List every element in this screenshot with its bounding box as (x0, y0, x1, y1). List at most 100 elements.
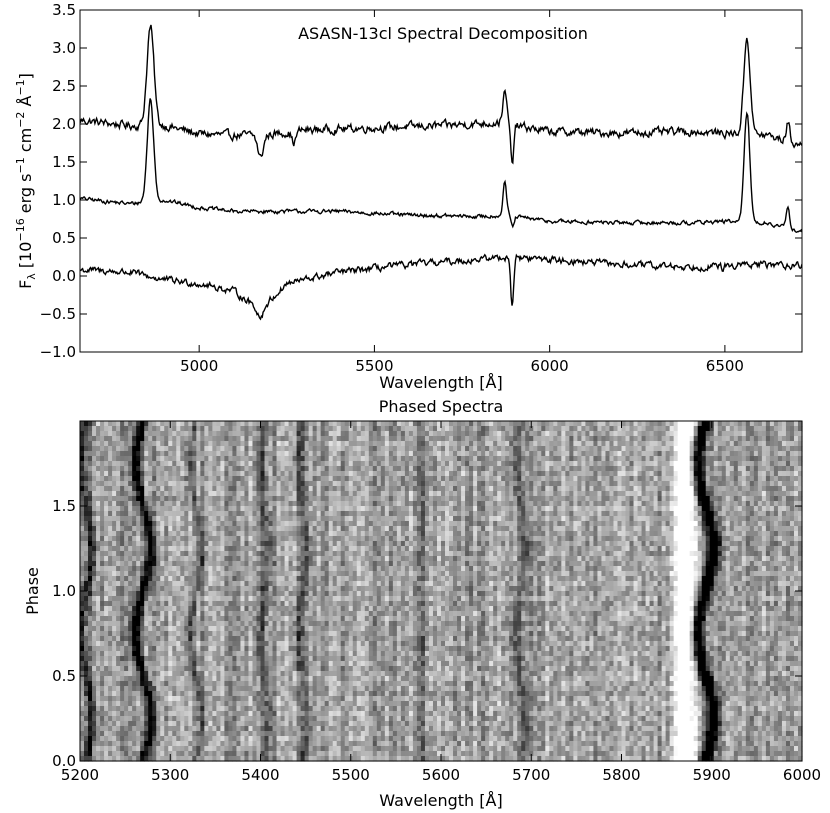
heatmap-cell (156, 486, 161, 492)
heatmap-cell (324, 496, 330, 502)
heatmap-cell (212, 536, 217, 542)
heatmap-cell (757, 526, 763, 532)
heatmap-cell (116, 441, 121, 447)
heatmap-cell (505, 471, 510, 477)
heatmap-cell (156, 421, 161, 427)
heatmap-cell (264, 526, 270, 532)
heatmap-cell (577, 426, 582, 432)
heatmap-cell (509, 456, 514, 462)
heatmap-cell (765, 471, 771, 477)
heatmap-cell (152, 481, 157, 487)
heatmap-cell (645, 456, 651, 462)
heatmap-cell (469, 501, 474, 507)
heatmap-cell (368, 506, 374, 512)
heatmap-cell (372, 451, 378, 457)
heatmap-cell (288, 476, 294, 482)
heatmap-cell (124, 431, 129, 437)
heatmap-cell (256, 491, 262, 497)
heatmap-cell (136, 531, 141, 537)
heatmap-cell (388, 541, 394, 547)
heatmap-cell (380, 541, 386, 547)
heatmap-cell (745, 536, 751, 542)
heatmap-cell (376, 496, 382, 502)
heatmap-cell (356, 511, 362, 517)
heatmap-cell (713, 526, 719, 532)
heatmap-cell (517, 441, 522, 447)
heatmap-cell (537, 476, 542, 482)
heatmap-cell (104, 461, 109, 467)
heatmap-cell (116, 451, 121, 457)
heatmap-cell (404, 546, 410, 552)
heatmap-cell (633, 521, 639, 527)
heatmap-cell (509, 466, 514, 472)
heatmap-cell (477, 501, 482, 507)
heatmap-cell (485, 426, 490, 432)
heatmap-cell (633, 466, 639, 472)
heatmap-cell (260, 431, 266, 437)
heatmap-cell (328, 541, 334, 547)
heatmap-cell (128, 521, 133, 527)
heatmap-cell (308, 556, 314, 562)
heatmap-cell (240, 446, 246, 452)
heatmap-cell (420, 536, 426, 542)
heatmap-cell (260, 491, 266, 497)
heatmap-cell (384, 526, 390, 532)
heatmap-cell (637, 486, 643, 492)
heatmap-cell (288, 431, 294, 437)
heatmap-cell (348, 491, 354, 497)
heatmap-cell (525, 461, 530, 467)
heatmap-cell (292, 476, 298, 482)
heatmap-cell (340, 476, 346, 482)
heatmap-cell (112, 501, 117, 507)
heatmap-cell (240, 486, 246, 492)
heatmap-cell (477, 486, 482, 492)
heatmap-cell (761, 461, 767, 467)
heatmap-cell (252, 481, 258, 487)
heatmap-cell (589, 436, 595, 442)
heatmap-cell (645, 536, 651, 542)
heatmap-cell (513, 486, 518, 492)
heatmap-cell (489, 426, 494, 432)
heatmap-cell (276, 446, 282, 452)
heatmap-cell (420, 461, 426, 467)
heatmap-cell (577, 466, 582, 472)
heatmap-cell (192, 426, 197, 432)
heatmap-cell (372, 506, 378, 512)
heatmap-cell (272, 526, 278, 532)
heatmap-cell (288, 421, 294, 427)
heatmap-cell (625, 436, 631, 442)
heatmap-cell (485, 531, 490, 537)
heatmap-cell (240, 521, 246, 527)
heatmap-cell (541, 506, 546, 512)
heatmap-cell (517, 501, 522, 507)
heatmap-cell (320, 496, 326, 502)
heatmap-cell (469, 486, 474, 492)
heatmap-cell (733, 551, 739, 557)
heatmap-cell (661, 526, 667, 532)
heatmap-cell (428, 421, 434, 427)
heatmap-cell (533, 461, 538, 467)
heatmap-cell (565, 466, 570, 472)
heatmap-cell (473, 476, 478, 482)
heatmap-cell (164, 446, 169, 452)
heatmap-cell (336, 486, 342, 492)
heatmap-cell (88, 556, 93, 562)
heatmap-cell (104, 471, 109, 477)
heatmap-cell (412, 516, 418, 522)
heatmap-cell (240, 536, 246, 542)
heatmap-cell (453, 456, 458, 462)
heatmap-cell (96, 556, 101, 562)
heatmap-cell (148, 466, 153, 472)
heatmap-cell (412, 461, 418, 467)
heatmap-cell (681, 461, 687, 467)
heatmap-cell (360, 506, 366, 512)
heatmap-cell (501, 466, 506, 472)
heatmap-cell (597, 541, 603, 547)
heatmap-cell (344, 441, 350, 447)
heatmap-cell (376, 501, 382, 507)
heatmap-cell (553, 491, 558, 497)
heatmap-cell (621, 501, 627, 507)
heatmap-cell (685, 486, 691, 492)
heatmap-cell (140, 541, 145, 547)
heatmap-cell (797, 451, 803, 457)
